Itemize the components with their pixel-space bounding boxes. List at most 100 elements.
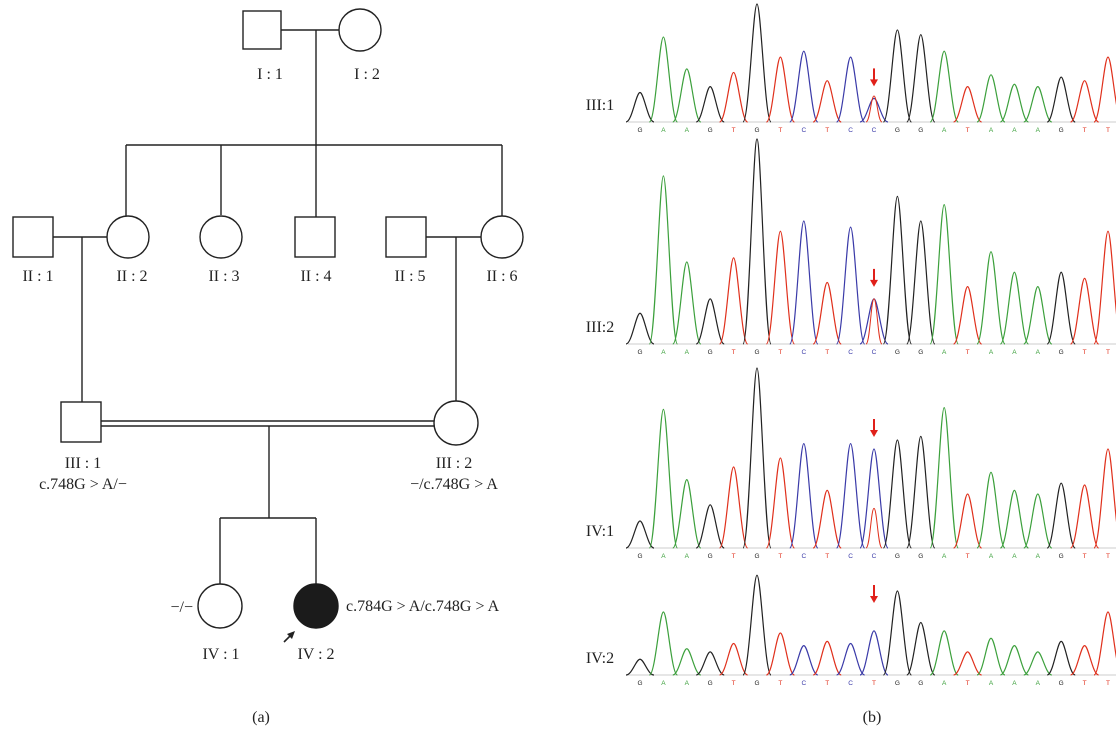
base-call: T [732,553,736,560]
mutation-arrow-icon [870,585,878,603]
base-call: G [918,349,923,356]
base-call: C [848,553,853,560]
proband-arrow-icon [283,631,295,643]
peak-A [672,68,702,123]
peak-A [976,251,1006,345]
peak-A [648,175,678,345]
pedigree-male-iii1 [60,401,102,443]
peak-T [1070,80,1100,123]
peak-T [719,71,749,123]
peak-A [1023,493,1053,549]
peak-G [1046,482,1076,549]
peak-A [672,261,702,345]
base-call: C [872,127,877,134]
peak-G [742,138,772,345]
base-call: T [1083,127,1087,134]
peak-A [648,408,678,549]
genotype-iii1: c.748G > A/− [39,476,127,493]
peak-G [882,590,912,676]
base-call: A [1036,680,1041,687]
peak-A [999,489,1029,549]
base-call: A [989,349,994,356]
label-iv1: IV : 1 [202,646,239,663]
peak-G [742,574,772,676]
peak-T [765,457,795,549]
pedigree-male-ii1 [12,216,54,258]
peak-T [812,640,842,676]
peak-A [929,50,959,123]
peak-G [695,298,725,345]
base-call: C [848,680,853,687]
base-call: T [778,680,782,687]
base-call: G [637,553,642,560]
chromatogram-trace-3: IV:1 G A A G T G T C T C C G G A T A A A G T T [586,367,1116,560]
base-call: G [754,553,759,560]
base-call: T [825,553,829,560]
base-call: T [1106,349,1110,356]
base-call: C [872,349,877,356]
label-ii4: II : 4 [300,268,331,285]
peak-C [859,298,889,345]
base-call: T [1083,553,1087,560]
peak-G [695,504,725,549]
peak-G [742,3,772,123]
mutation-arrow-icon [870,68,878,87]
label-ii1: II : 1 [22,268,53,285]
base-call: T [778,127,782,134]
peak-A [929,406,959,549]
base-call: A [942,680,947,687]
label-iii1: III : 1 [65,455,101,472]
peak-C [836,442,866,549]
peak-A [1023,85,1053,123]
base-call: T [1106,680,1110,687]
base-call: T [732,349,736,356]
peak-A [999,271,1029,345]
label-i1: I : 1 [257,66,283,83]
base-call: A [661,349,666,356]
peak-A [672,648,702,676]
peak-T [953,651,982,676]
peak-A [648,611,678,676]
base-call: G [918,553,923,560]
mutation-arrow-icon [870,268,878,287]
base-call: C [801,127,806,134]
label-ii6: II : 6 [486,268,517,285]
base-call: A [685,680,690,687]
base-call: T [732,127,736,134]
peak-G [742,367,772,549]
peak-C [789,442,819,549]
label-ii5: II : 5 [394,268,425,285]
base-call: A [1036,349,1041,356]
peak-C [859,630,889,676]
base-call: T [1083,680,1087,687]
base-call: T [825,680,829,687]
base-call: C [872,553,877,560]
genotype-iii2: −/c.748G > A [410,476,498,493]
pedigree-female-ii2 [106,215,150,259]
peak-G [695,651,725,676]
peak-T [719,466,749,549]
peak-T [765,230,795,345]
base-call: A [661,553,666,560]
base-call: G [708,349,713,356]
base-call: A [989,127,994,134]
base-call: A [942,127,947,134]
peak-T [953,493,983,549]
peak-T [812,80,842,123]
peak-A [1023,285,1053,345]
peak-G [1046,271,1076,345]
peak-C [836,226,866,345]
panel-label-a: (a) [252,709,270,726]
base-call: G [637,349,642,356]
peak-T [1093,611,1116,676]
peak-A [976,637,1006,676]
base-call: A [942,349,947,356]
peak-T [1093,230,1116,345]
pedigree-female-ii3 [199,215,243,259]
base-call: A [1012,349,1017,356]
base-call: G [1059,349,1064,356]
peak-C [836,56,866,123]
base-call: G [1059,127,1064,134]
peak-G [882,195,912,345]
